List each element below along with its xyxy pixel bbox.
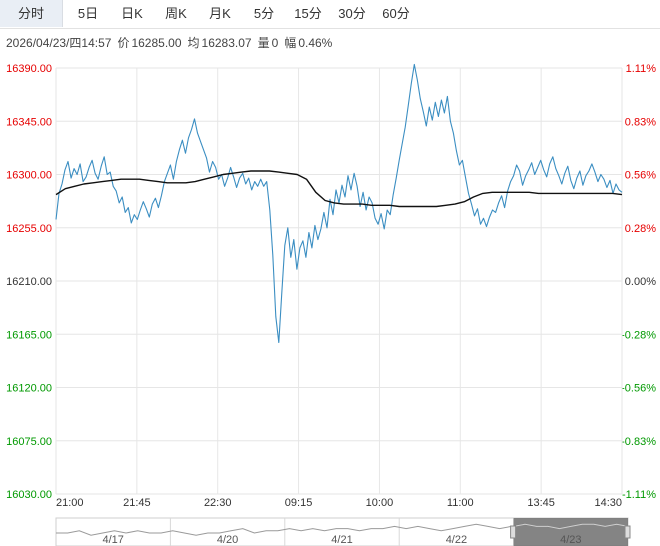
x-tick-label-6: 13:45 xyxy=(527,497,555,509)
tab-8[interactable]: 60分 xyxy=(382,6,410,21)
pct-tick-label-0: 1.11% xyxy=(626,63,657,75)
x-tick-label-4: 10:00 xyxy=(366,497,394,509)
navigator-handle-right[interactable] xyxy=(624,525,631,539)
pct-tick-label-8: -1.11% xyxy=(622,489,656,501)
tab-3[interactable]: 周K xyxy=(165,6,187,21)
y-tick-label-6: 16120.00 xyxy=(6,383,52,395)
y-tick-label-8: 16030.00 xyxy=(6,489,52,501)
quote-info-bar: 2026/04/23/四14:57 价 16285.00 均 16283.07 量 0 幅 0.… xyxy=(6,34,338,51)
info-price: 16285.00 xyxy=(131,36,182,50)
y-tick-label-1: 16345.00 xyxy=(6,116,52,128)
period-tab-bar: 分时 5日 日K 周K 月K 5分 15分 30分 60分 xyxy=(0,0,660,29)
y-tick-label-3: 16255.00 xyxy=(6,223,52,235)
info-price-label: 价 xyxy=(117,36,130,50)
y-tick-label-2: 16300.00 xyxy=(6,170,52,182)
info-change: 0.46% xyxy=(298,36,333,50)
pct-tick-label-5: -0.28% xyxy=(621,329,656,341)
x-tick-label-2: 22:30 xyxy=(204,497,232,509)
info-volume-label: 量 xyxy=(257,36,270,50)
pct-tick-label-1: 0.83% xyxy=(625,116,656,128)
pct-tick-label-2: 0.56% xyxy=(625,170,656,182)
navigator-date-label-4: 4/23 xyxy=(560,534,581,546)
x-tick-label-0: 21:00 xyxy=(56,497,84,509)
average-price-line xyxy=(55,170,623,208)
tab-5[interactable]: 5分 xyxy=(253,6,275,21)
info-volume: 0 xyxy=(271,36,279,50)
tab-2[interactable]: 日K xyxy=(121,6,143,21)
navigator-date-label-2: 4/21 xyxy=(331,534,352,546)
info-change-label: 幅 xyxy=(284,36,297,50)
pct-tick-label-4: 0.00% xyxy=(625,276,656,288)
info-datetime: 2026/04/23/四14:57 xyxy=(6,36,112,50)
tab-6[interactable]: 15分 xyxy=(294,6,322,21)
tab-1[interactable]: 5日 xyxy=(77,6,99,21)
x-tick-label-1: 21:45 xyxy=(123,497,151,509)
y-tick-label-7: 16075.00 xyxy=(6,436,52,448)
y-tick-label-0: 16390.00 xyxy=(6,63,52,75)
tab-7[interactable]: 30分 xyxy=(338,6,366,21)
navigator-selection-window[interactable] xyxy=(513,518,628,546)
info-avg-label: 均 xyxy=(187,36,200,50)
x-tick-label-3: 09:15 xyxy=(285,497,313,509)
navigator-handle-left[interactable] xyxy=(510,525,517,539)
y-tick-label-5: 16165.00 xyxy=(6,329,52,341)
pct-tick-label-6: -0.56% xyxy=(621,383,656,395)
x-tick-label-5: 11:00 xyxy=(447,497,474,509)
y-tick-label-4: 16210.00 xyxy=(6,276,52,288)
x-tick-label-7: 14:30 xyxy=(594,497,622,509)
intraday-chart[interactable]: 16390.00 1.11% 16345.00 0.83% 16300.00 0.56% 1… xyxy=(0,54,660,546)
navigator-date-label-0: 4/17 xyxy=(102,534,123,546)
tab-4[interactable]: 月K xyxy=(209,6,231,21)
tab-0[interactable]: 分时 xyxy=(0,0,63,27)
pct-tick-label-3: 0.28% xyxy=(625,223,656,235)
navigator-date-label-1: 4/20 xyxy=(217,534,238,546)
pct-tick-label-7: -0.83% xyxy=(621,436,656,448)
info-avg: 16283.07 xyxy=(201,36,252,50)
navigator-date-label-3: 4/22 xyxy=(446,534,467,546)
navigator-selected-line xyxy=(513,523,629,530)
